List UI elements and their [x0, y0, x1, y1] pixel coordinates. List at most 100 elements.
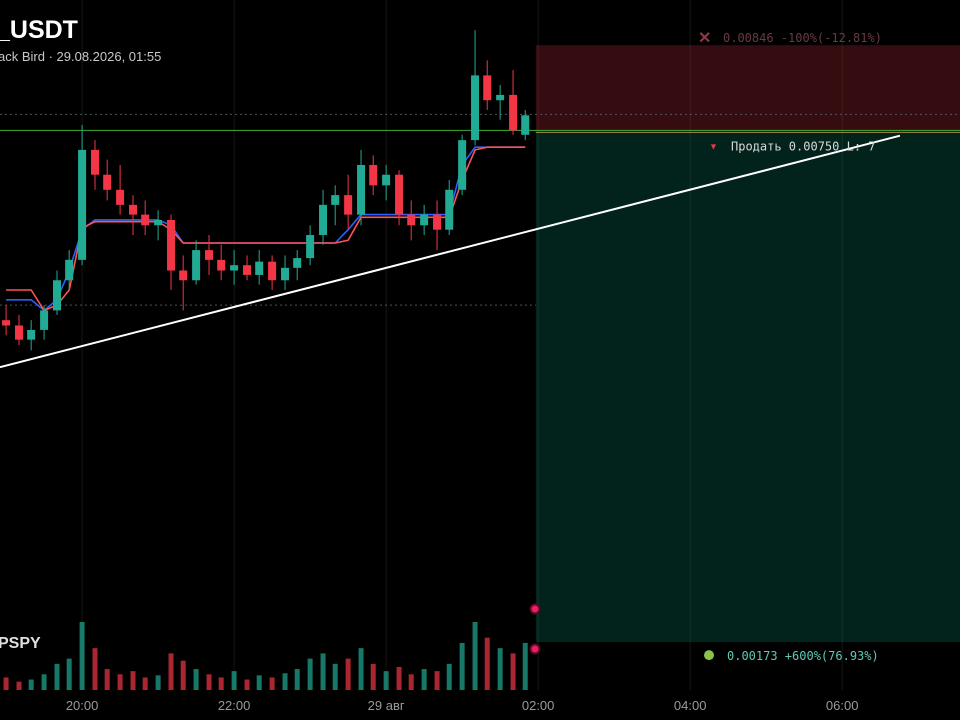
candle-body — [521, 115, 530, 135]
candle-body — [129, 204, 138, 215]
side-icon: ▼ — [709, 141, 718, 151]
stop-icon: ✕ — [698, 30, 711, 47]
volume-bar — [193, 669, 199, 690]
x-tick-label: 04:00 — [674, 698, 707, 713]
candle-body — [483, 75, 492, 101]
volume-bar — [383, 671, 389, 690]
volume-bar — [28, 679, 34, 690]
volume-bar — [218, 677, 224, 690]
candle-body — [382, 174, 391, 186]
volume-bar — [155, 675, 161, 690]
candle-body — [65, 259, 74, 281]
volume-bar — [484, 637, 490, 690]
candle-body — [496, 94, 505, 101]
stop-zone — [535, 45, 960, 131]
candle-body — [471, 75, 480, 141]
volume-bar — [269, 677, 275, 690]
volume-bar — [446, 663, 452, 690]
candle-body — [192, 250, 201, 281]
candle-body — [268, 261, 277, 281]
candle-body — [445, 189, 454, 230]
volume-bar — [434, 671, 440, 690]
volume-bar — [294, 669, 300, 690]
candle-body — [205, 250, 214, 260]
candle-body — [27, 329, 36, 340]
volume-bar — [421, 669, 427, 690]
entry-label: Продать 0.00750 L: 7 — [731, 139, 876, 153]
volume-bar — [206, 674, 212, 690]
volume-bar — [345, 658, 351, 690]
volume-bar — [180, 660, 186, 690]
candle-body — [15, 325, 24, 340]
volume-bar — [332, 663, 338, 690]
volume-bar — [142, 677, 148, 690]
volume-bar — [66, 658, 72, 690]
signal-dot — [529, 603, 541, 615]
volume-bar — [510, 653, 516, 690]
candle-body — [141, 214, 150, 226]
volume-bar — [79, 622, 85, 690]
candle-body — [255, 261, 264, 275]
target-icon — [704, 650, 714, 661]
volume-bar — [320, 653, 326, 690]
candle-body — [344, 195, 353, 215]
volume-bar — [92, 648, 98, 690]
volume-bar — [459, 642, 465, 690]
x-tick-label: 22:00 — [218, 698, 251, 713]
volume-bar — [256, 675, 262, 690]
volume-bar — [3, 677, 9, 690]
volume-bar — [117, 674, 123, 690]
volume-bar — [16, 681, 22, 690]
volume-bar — [41, 674, 47, 690]
volume-bar — [408, 674, 414, 690]
signal-dot — [529, 643, 541, 655]
candle-body — [91, 149, 100, 175]
stop-label: 0.00846 -100%(-12.81%) — [723, 31, 882, 45]
candle-body — [369, 164, 378, 186]
volume-bar — [282, 673, 288, 690]
indicator-label: PSPY — [0, 635, 41, 652]
volume-bar — [497, 648, 503, 690]
candle-body — [78, 149, 87, 260]
candle-body — [293, 258, 302, 268]
volume-bar — [104, 669, 110, 690]
candle-body — [2, 320, 11, 326]
candle-body — [281, 267, 290, 281]
candle-body — [154, 219, 163, 226]
chart-subtitle: ack Bird · 29.08.2026, 01:55 — [0, 49, 161, 64]
candle-body — [217, 259, 226, 271]
trendline — [0, 134, 901, 369]
x-tick-label: 20:00 — [66, 698, 99, 713]
volume-bar — [396, 666, 402, 690]
candle-body — [116, 189, 125, 205]
candle-body — [420, 214, 429, 226]
x-tick-label: 02:00 — [522, 698, 555, 713]
candle-body — [40, 310, 49, 330]
candle-body — [103, 174, 112, 190]
volume-bar — [358, 648, 364, 690]
volume-bar — [522, 642, 528, 690]
candle-body — [395, 174, 404, 215]
candle-body — [509, 94, 518, 131]
x-tick-label: 06:00 — [826, 698, 859, 713]
volume-bar — [370, 663, 376, 690]
target-zone — [535, 130, 960, 643]
volume-bar — [244, 679, 250, 690]
volume-bar — [168, 653, 174, 690]
candle-body — [319, 204, 328, 236]
volume-bar — [472, 622, 478, 690]
x-tick-label: 29 авг — [368, 698, 405, 713]
candle-body — [306, 235, 315, 259]
candle-body — [243, 265, 252, 275]
candle-body — [167, 219, 176, 271]
target-label: 0.00173 +600%(76.93%) — [727, 649, 879, 663]
candle-body — [407, 214, 416, 226]
candle-body — [230, 265, 239, 271]
candle-body — [433, 214, 442, 230]
candle-body — [357, 164, 366, 215]
candle-body — [458, 140, 467, 190]
chart-title: _USDT — [0, 16, 78, 44]
volume-bar — [54, 663, 60, 690]
